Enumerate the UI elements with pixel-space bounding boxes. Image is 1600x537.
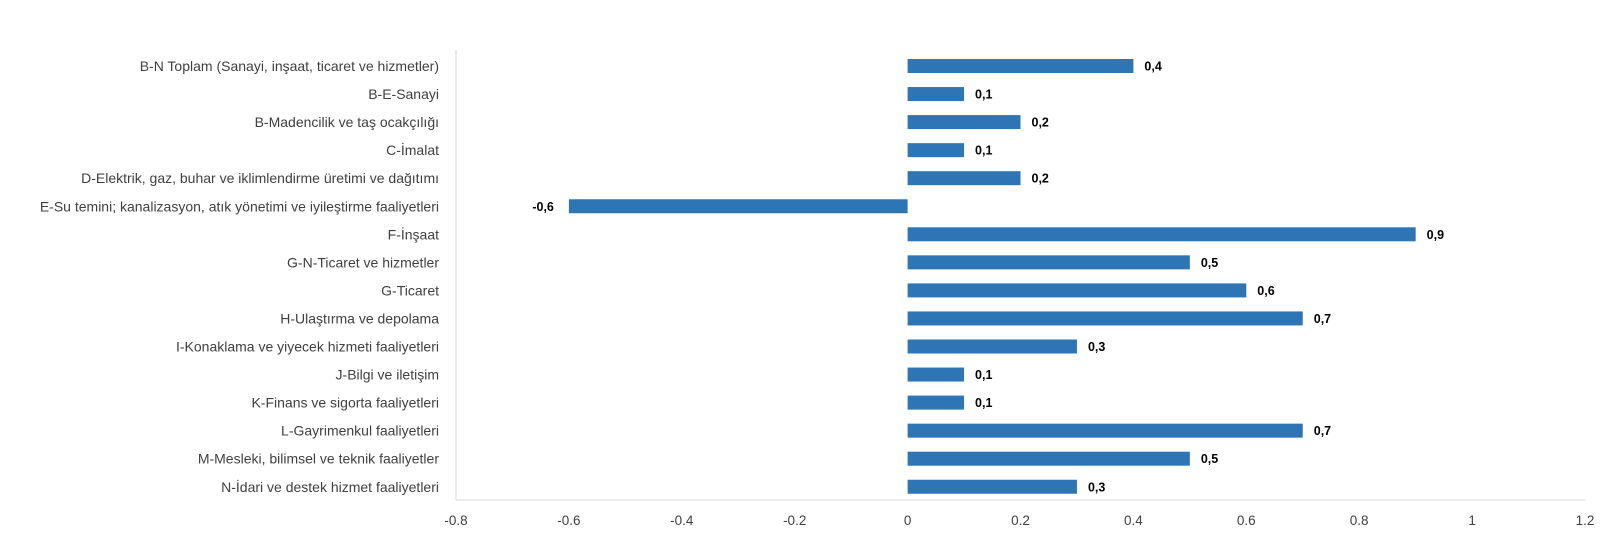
data-label: 0,1: [975, 88, 992, 102]
data-label: 0,9: [1427, 228, 1444, 242]
category-label: G-N-Ticaret ve hizmetler: [287, 254, 439, 270]
category-label: I-Konaklama ve yiyecek hizmeti faaliyetl…: [176, 339, 439, 355]
category-label: D-Elektrik, gaz, buhar ve iklimlendirme …: [81, 170, 439, 186]
data-label: 0,7: [1314, 312, 1331, 326]
category-label: B-N Toplam (Sanayi, inşaat, ticaret ve h…: [140, 58, 439, 74]
category-label: L-Gayrimenkul faaliyetleri: [281, 423, 439, 439]
data-label: 0,7: [1314, 424, 1331, 438]
x-tick-label: -0.8: [444, 513, 467, 528]
x-tick-label: 0.6: [1237, 513, 1256, 528]
bar-layer: [568, 59, 1416, 494]
bar: [907, 367, 965, 382]
category-label: N-İdari ve destek hizmet faaliyetleri: [221, 478, 439, 495]
bar: [907, 423, 1303, 438]
data-label: 0,2: [1032, 116, 1049, 130]
data-label: 0,5: [1201, 256, 1218, 270]
x-tick-label: 0.8: [1350, 513, 1369, 528]
x-tick-label: -0.6: [557, 513, 580, 528]
data-label: 0,6: [1257, 284, 1274, 298]
data-label: 0,3: [1088, 480, 1105, 494]
data-label: -0,6: [532, 200, 554, 214]
bar: [907, 395, 965, 410]
bar: [907, 255, 1190, 270]
x-tick-label: 1.2: [1576, 513, 1595, 528]
data-label: 0,1: [975, 396, 992, 410]
category-label: F-İnşaat: [388, 225, 439, 242]
bar: [907, 451, 1190, 466]
label-layer: -0.8 -0.6 -0.4 -0.2 0 0.2 0.4 0.6 0.8 1 1.2 B-N Top…: [40, 58, 1595, 528]
data-label: 0,2: [1032, 172, 1049, 186]
x-tick-label: -0.4: [670, 513, 694, 528]
bar: [568, 199, 908, 214]
bar: [907, 283, 1247, 298]
bar: [907, 171, 1021, 186]
data-label: 0,3: [1088, 340, 1105, 354]
data-label: 0,4: [1144, 60, 1161, 74]
data-label: 0,5: [1201, 452, 1218, 466]
category-label: J-Bilgi ve iletişim: [336, 367, 439, 383]
bar: [907, 479, 1077, 494]
category-label: C-İmalat: [386, 141, 439, 158]
category-label: E-Su temini; kanalizasyon, atık yönetimi…: [40, 198, 439, 214]
bar: [907, 311, 1303, 326]
x-tick-label: -0.2: [783, 513, 806, 528]
category-label: H-Ulaştırma ve depolama: [280, 310, 439, 326]
axis-layer: [455, 50, 1585, 501]
x-tick-label: 1: [1468, 513, 1476, 528]
x-tick-label: 0.4: [1124, 513, 1143, 528]
bar: [907, 143, 965, 158]
bar: [907, 59, 1134, 73]
data-label: 0,1: [975, 144, 992, 158]
category-label: M-Mesleki, bilimsel ve teknik faaliyetle…: [198, 451, 440, 467]
bar: [907, 115, 1021, 130]
category-label: K-Finans ve sigorta faaliyetleri: [251, 395, 439, 411]
category-label: B-E-Sanayi: [368, 86, 439, 102]
bar: [907, 227, 1416, 242]
category-label: G-Ticaret: [381, 282, 439, 298]
category-label: B-Madencilik ve taş ocakçılığı: [255, 114, 439, 130]
x-tick-label: 0.2: [1011, 513, 1030, 528]
data-label: 0,1: [975, 368, 992, 382]
bar: [907, 87, 965, 102]
bar: [907, 339, 1077, 354]
x-tick-label: 0: [904, 513, 912, 528]
